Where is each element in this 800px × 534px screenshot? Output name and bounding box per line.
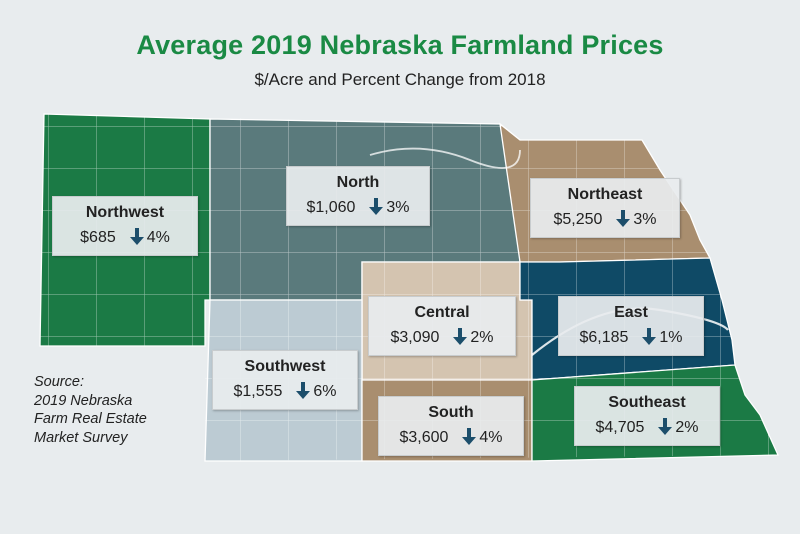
label-name-south: South (428, 404, 474, 421)
label-central: Central $3,090 2% (368, 296, 516, 356)
price-southwest: $1,555 (233, 383, 283, 400)
change-east: 1% (659, 329, 683, 346)
change-northwest: 4% (146, 229, 170, 246)
label-southwest: Southwest $1,555 6% (212, 350, 358, 410)
down-arrow-icon (296, 382, 311, 399)
change-southwest: 6% (313, 383, 337, 400)
price-central: $3,090 (390, 329, 440, 346)
map-title: Average 2019 Nebraska Farmland Prices (136, 30, 664, 60)
label-name-southwest: Southwest (244, 358, 326, 375)
change-northeast: 3% (633, 211, 657, 228)
down-arrow-icon (616, 210, 631, 227)
down-arrow-icon (129, 228, 144, 245)
label-name-southeast: Southeast (608, 394, 686, 411)
change-central: 2% (470, 329, 494, 346)
label-name-central: Central (414, 304, 470, 321)
price-north: $1,060 (306, 199, 356, 216)
down-arrow-icon (453, 328, 468, 345)
price-south: $3,600 (399, 429, 449, 446)
label-northeast: Northeast $5,250 3% (530, 178, 680, 238)
label-name-north: North (336, 174, 380, 191)
river-line-north (369, 147, 521, 169)
label-name-northeast: Northeast (567, 186, 643, 203)
down-arrow-icon (369, 198, 384, 215)
label-name-northwest: Northwest (85, 204, 165, 221)
source-line: Market Survey (34, 429, 128, 446)
source-line: Farm Real Estate (34, 411, 147, 427)
price-southeast: $4,705 (595, 419, 645, 436)
label-north: North $1,060 3% (286, 166, 430, 226)
source-line: Source: (34, 374, 84, 390)
price-east: $6,185 (579, 329, 629, 346)
label-southeast: Southeast $4,705 2% (574, 386, 720, 446)
change-north: 3% (386, 199, 410, 216)
map-subtitle: $/Acre and Percent Change from 2018 (254, 70, 546, 89)
down-arrow-icon (658, 418, 673, 435)
source-note: Source: 2019 Nebraska Farm Real Estate M… (34, 373, 147, 447)
down-arrow-icon (642, 328, 657, 345)
label-name-east: East (614, 304, 648, 321)
source-line: 2019 Nebraska (34, 392, 133, 409)
change-south: 4% (479, 429, 503, 446)
price-northeast: $5,250 (553, 211, 603, 228)
label-east: East $6,185 1% (558, 296, 704, 356)
price-northwest: $685 (80, 229, 116, 246)
label-northwest: Northwest $685 4% (52, 196, 198, 256)
down-arrow-icon (462, 428, 477, 445)
change-southeast: 2% (675, 419, 699, 436)
label-south: South $3,600 4% (378, 396, 524, 456)
